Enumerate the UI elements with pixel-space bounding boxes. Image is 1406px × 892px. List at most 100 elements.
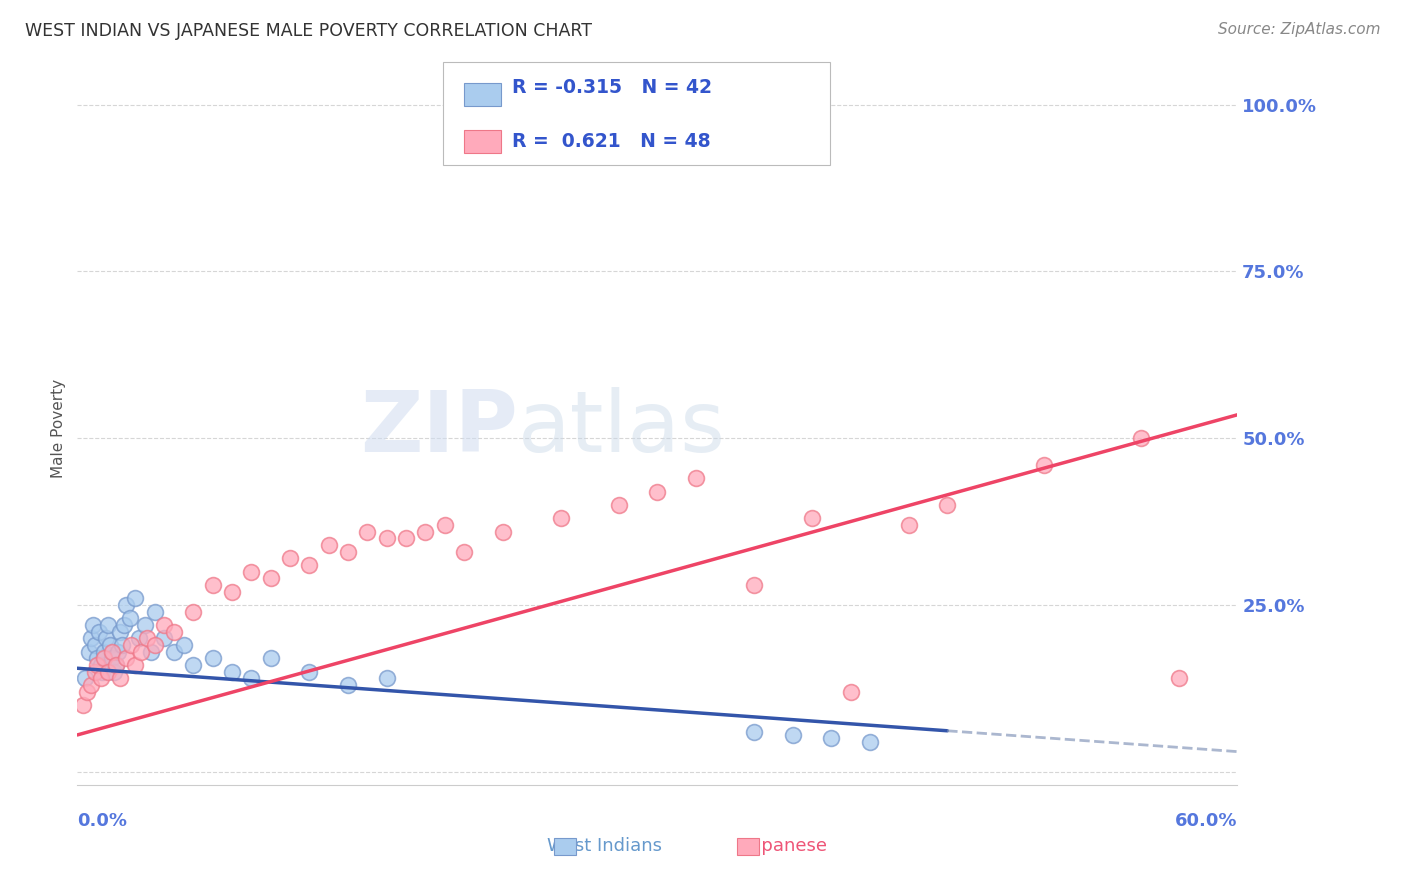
Point bbox=[742, 578, 765, 592]
Point bbox=[90, 657, 111, 672]
Point bbox=[201, 651, 224, 665]
Point bbox=[83, 638, 105, 652]
Point bbox=[201, 578, 224, 592]
Point bbox=[647, 484, 669, 499]
Point bbox=[82, 618, 104, 632]
Point bbox=[143, 605, 166, 619]
Point bbox=[153, 618, 176, 632]
Point bbox=[91, 665, 114, 679]
Point bbox=[318, 538, 340, 552]
Point bbox=[96, 632, 118, 646]
Point bbox=[75, 671, 96, 685]
Point bbox=[112, 618, 135, 632]
Point bbox=[118, 611, 141, 625]
Point bbox=[550, 511, 572, 525]
Point bbox=[139, 644, 162, 658]
Point bbox=[183, 605, 205, 619]
Point bbox=[86, 651, 108, 665]
Point bbox=[221, 665, 243, 679]
Point bbox=[136, 632, 159, 646]
Point bbox=[1168, 671, 1191, 685]
Point bbox=[782, 728, 804, 742]
Point bbox=[278, 551, 301, 566]
Text: 0.0%: 0.0% bbox=[77, 812, 128, 830]
Text: 60.0%: 60.0% bbox=[1175, 812, 1237, 830]
Point bbox=[101, 644, 124, 658]
Point bbox=[80, 632, 103, 646]
Point bbox=[298, 558, 321, 572]
Point bbox=[114, 598, 136, 612]
Point bbox=[128, 632, 150, 646]
Y-axis label: Male Poverty: Male Poverty bbox=[51, 378, 66, 478]
Point bbox=[108, 671, 131, 685]
Point bbox=[101, 651, 124, 665]
Point bbox=[453, 544, 475, 558]
Text: ZIP: ZIP bbox=[360, 386, 517, 470]
Point bbox=[153, 632, 176, 646]
Text: R =  0.621   N = 48: R = 0.621 N = 48 bbox=[512, 132, 710, 152]
Point bbox=[98, 638, 121, 652]
Point bbox=[240, 671, 263, 685]
Point bbox=[121, 638, 143, 652]
Point bbox=[163, 624, 186, 639]
Point bbox=[80, 678, 103, 692]
Point bbox=[1129, 431, 1152, 445]
Point bbox=[839, 684, 862, 698]
Point bbox=[356, 524, 378, 539]
Point bbox=[742, 724, 765, 739]
Point bbox=[90, 671, 111, 685]
Point bbox=[492, 524, 515, 539]
Point bbox=[413, 524, 436, 539]
Point bbox=[97, 665, 120, 679]
Point bbox=[107, 644, 129, 658]
Point bbox=[298, 665, 321, 679]
Point bbox=[897, 517, 920, 532]
Point bbox=[607, 498, 630, 512]
Point bbox=[173, 638, 195, 652]
Point bbox=[105, 657, 127, 672]
Point bbox=[105, 657, 127, 672]
Point bbox=[114, 651, 136, 665]
Point bbox=[124, 591, 146, 606]
Point bbox=[221, 584, 243, 599]
Point bbox=[859, 734, 882, 748]
Text: WEST INDIAN VS JAPANESE MALE POVERTY CORRELATION CHART: WEST INDIAN VS JAPANESE MALE POVERTY COR… bbox=[25, 22, 592, 40]
Point bbox=[86, 657, 108, 672]
Point bbox=[83, 665, 105, 679]
Point bbox=[134, 618, 156, 632]
Point bbox=[72, 698, 94, 712]
Point bbox=[337, 678, 360, 692]
Point bbox=[143, 638, 166, 652]
Point bbox=[433, 517, 456, 532]
Point bbox=[76, 684, 98, 698]
Point bbox=[87, 624, 110, 639]
Point bbox=[183, 657, 205, 672]
Point bbox=[97, 618, 120, 632]
Point bbox=[163, 644, 186, 658]
Point bbox=[129, 644, 152, 658]
Text: atlas: atlas bbox=[517, 386, 725, 470]
Point bbox=[685, 471, 707, 485]
Point bbox=[240, 565, 263, 579]
Point bbox=[820, 731, 842, 746]
Point bbox=[395, 531, 418, 545]
Point bbox=[337, 544, 360, 558]
Point bbox=[103, 665, 125, 679]
Point bbox=[77, 644, 100, 658]
Text: Source: ZipAtlas.com: Source: ZipAtlas.com bbox=[1218, 22, 1381, 37]
Point bbox=[93, 644, 115, 658]
Point bbox=[375, 531, 398, 545]
Text: Japanese: Japanese bbox=[747, 837, 828, 855]
Point bbox=[111, 638, 134, 652]
Point bbox=[801, 511, 824, 525]
Point bbox=[375, 671, 398, 685]
Point bbox=[1033, 458, 1056, 472]
Text: West Indians: West Indians bbox=[547, 837, 662, 855]
Point bbox=[936, 498, 959, 512]
Point bbox=[260, 651, 283, 665]
Point bbox=[108, 624, 131, 639]
Point bbox=[260, 571, 283, 585]
Point bbox=[124, 657, 146, 672]
Text: R = -0.315   N = 42: R = -0.315 N = 42 bbox=[512, 78, 711, 97]
Point bbox=[93, 651, 115, 665]
